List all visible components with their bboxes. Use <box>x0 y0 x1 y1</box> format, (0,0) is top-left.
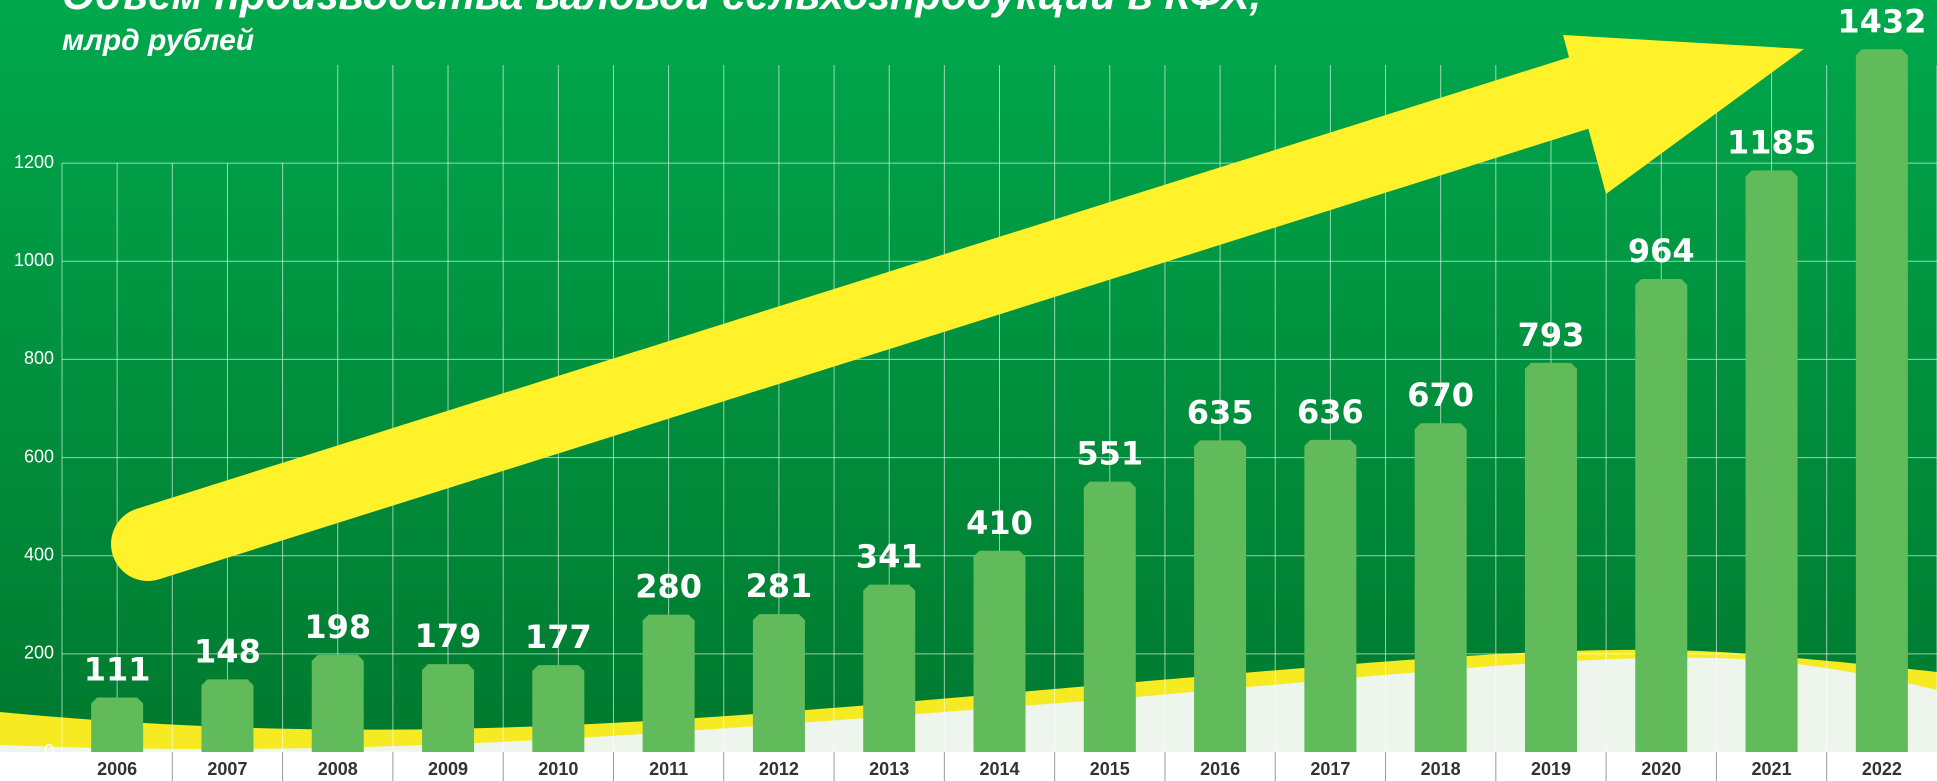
value-label: 410 <box>966 504 1033 542</box>
value-label: 280 <box>635 568 702 606</box>
bar <box>532 665 584 752</box>
bar <box>1746 171 1798 752</box>
x-tick-label: 2010 <box>538 759 578 779</box>
bar <box>1635 279 1687 752</box>
x-tick-label: 2016 <box>1200 759 1240 779</box>
bar <box>201 679 253 752</box>
bar <box>422 664 474 752</box>
value-label: 793 <box>1518 316 1585 354</box>
x-tick-label: 2020 <box>1641 759 1681 779</box>
bar <box>1525 363 1577 752</box>
y-tick-label: 1200 <box>14 152 54 172</box>
y-tick-label: 200 <box>24 643 54 663</box>
bar <box>974 551 1026 752</box>
value-label: 281 <box>746 567 813 605</box>
bar <box>1304 440 1356 752</box>
x-tick-label: 2017 <box>1310 759 1350 779</box>
chart: Объем производства валовой сельхозпродук… <box>0 0 1937 781</box>
value-label: 964 <box>1628 232 1695 270</box>
value-label: 551 <box>1076 435 1143 473</box>
x-tick-label: 2008 <box>318 759 358 779</box>
value-label: 198 <box>304 608 371 646</box>
bar <box>312 655 364 752</box>
bar <box>1856 49 1908 752</box>
y-tick-label: 600 <box>24 446 54 466</box>
chart-subtitle: млрд рублей <box>62 24 254 57</box>
value-label: 1432 <box>1837 2 1926 40</box>
x-tick-label: 2022 <box>1862 759 1902 779</box>
y-tick-label: 800 <box>24 348 54 368</box>
value-label: 148 <box>194 632 261 670</box>
bar <box>863 585 915 752</box>
value-label: 179 <box>415 617 482 655</box>
x-tick-label: 2015 <box>1090 759 1130 779</box>
x-tick-label: 2019 <box>1531 759 1571 779</box>
x-tick-label: 2013 <box>869 759 909 779</box>
value-label: 1185 <box>1727 124 1816 162</box>
y-tick-label: 0 <box>44 741 54 761</box>
bar <box>1415 423 1467 752</box>
x-tick-label: 2014 <box>979 759 1019 779</box>
y-tick-label: 400 <box>24 544 54 564</box>
bar <box>1194 440 1246 752</box>
x-tick-label: 2021 <box>1752 759 1792 779</box>
chart-title: Объем производства валовой сельхозпродук… <box>62 0 1261 18</box>
x-tick-label: 2011 <box>649 759 688 779</box>
x-tick-label: 2007 <box>207 759 247 779</box>
x-tick-label: 2009 <box>428 759 468 779</box>
value-label: 177 <box>525 618 592 656</box>
x-tick-label: 2006 <box>97 759 137 779</box>
bar <box>643 615 695 752</box>
value-label: 111 <box>84 651 151 689</box>
bar <box>1084 482 1136 752</box>
value-label: 670 <box>1407 376 1474 414</box>
value-label: 635 <box>1187 393 1254 431</box>
value-label: 341 <box>856 538 923 576</box>
x-tick-label: 2018 <box>1421 759 1461 779</box>
bar <box>753 614 805 752</box>
y-tick-label: 1000 <box>14 250 54 270</box>
bar <box>91 698 143 752</box>
x-tick-label: 2012 <box>759 759 799 779</box>
value-label: 636 <box>1297 393 1364 431</box>
